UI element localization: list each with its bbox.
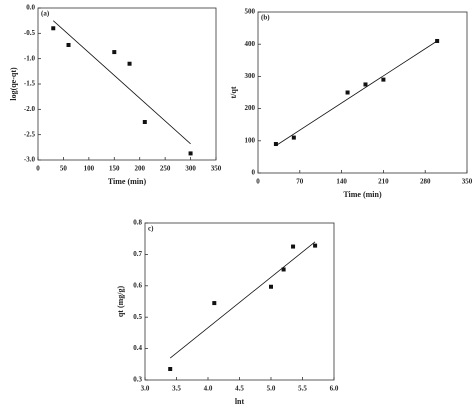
x-tick-label: 4.5	[235, 385, 244, 393]
data-point	[273, 142, 278, 147]
data-point	[269, 284, 273, 289]
x-tick-label: 250	[160, 165, 171, 173]
x-tick-label: 100	[84, 165, 95, 173]
y-tick-label: -2.0	[24, 105, 36, 113]
x-tick-label: 0	[36, 165, 40, 173]
x-tick-label: 140	[336, 178, 347, 186]
data-point	[381, 77, 386, 82]
data-point	[142, 120, 147, 124]
data-point	[188, 151, 193, 156]
y-axis-label: log(qe-qt)	[9, 67, 18, 101]
y-tick-label: -0.5	[24, 29, 36, 37]
y-tick-label: -3.0	[24, 156, 36, 164]
panel-label: (a)	[41, 10, 50, 18]
x-tick-label: 200	[134, 165, 145, 173]
x-tick-label: 350	[462, 178, 473, 186]
y-axis-label: qt (mg/g)	[116, 286, 125, 318]
fit-line	[275, 40, 438, 146]
y-tick-label: 0.5	[133, 313, 142, 321]
y-axis-label: t/qt	[229, 86, 238, 98]
data-point	[66, 42, 71, 47]
data-point	[345, 90, 350, 95]
y-tick-label: 500	[245, 8, 256, 16]
y-tick-label: 0.3	[133, 376, 142, 384]
x-tick-label: 350	[211, 165, 222, 173]
y-tick-label: 0.7	[133, 250, 142, 258]
x-tick-label: 4.0	[204, 385, 213, 393]
y-tick-label: 0.8	[133, 219, 142, 227]
x-axis-label: lnt	[235, 397, 245, 406]
data-point	[127, 61, 132, 66]
y-tick-label: -1.5	[24, 80, 36, 88]
y-tick-label: 0.4	[133, 344, 142, 352]
y-tick-label: -2.5	[24, 130, 36, 138]
x-axis-label: Time (min)	[108, 177, 147, 186]
x-tick-label: 0	[256, 178, 260, 186]
data-point	[168, 367, 173, 372]
y-tick-label: 200	[245, 104, 256, 112]
panel-label: (b)	[261, 14, 270, 22]
data-point	[281, 267, 286, 272]
data-point	[291, 135, 296, 140]
data-point	[112, 50, 117, 55]
x-tick-label: 3.5	[172, 385, 181, 393]
plot-frame	[144, 222, 335, 381]
y-tick-label: 0.0	[26, 4, 35, 12]
x-tick-label: 150	[109, 165, 120, 173]
x-tick-label: 210	[378, 178, 389, 186]
data-point	[363, 82, 368, 87]
x-tick-label: 300	[185, 165, 196, 173]
y-tick-label: 400	[245, 40, 256, 48]
x-tick-label: 6.0	[330, 385, 339, 393]
x-tick-label: 70	[296, 178, 304, 186]
data-point	[291, 244, 296, 249]
fit-line	[52, 20, 191, 145]
data-point	[51, 26, 56, 31]
x-tick-label: 280	[420, 178, 431, 186]
x-axis-label: Time (min)	[343, 190, 382, 199]
y-tick-label: 300	[245, 72, 256, 80]
y-tick-label: 0.6	[133, 281, 142, 289]
x-tick-label: 50	[60, 165, 68, 173]
data-point	[435, 38, 440, 43]
x-tick-label: 3.0	[141, 385, 150, 393]
x-tick-label: 5.5	[298, 385, 307, 393]
x-tick-label: 5.0	[267, 385, 276, 393]
data-point	[212, 301, 217, 306]
y-tick-label: -1.0	[24, 54, 36, 62]
data-point	[313, 243, 318, 248]
plot-frame	[257, 11, 468, 174]
panel-label: c)	[148, 225, 154, 233]
y-tick-label: 100	[245, 136, 256, 144]
y-tick-label: 0	[252, 169, 256, 177]
fit-line	[169, 241, 316, 359]
